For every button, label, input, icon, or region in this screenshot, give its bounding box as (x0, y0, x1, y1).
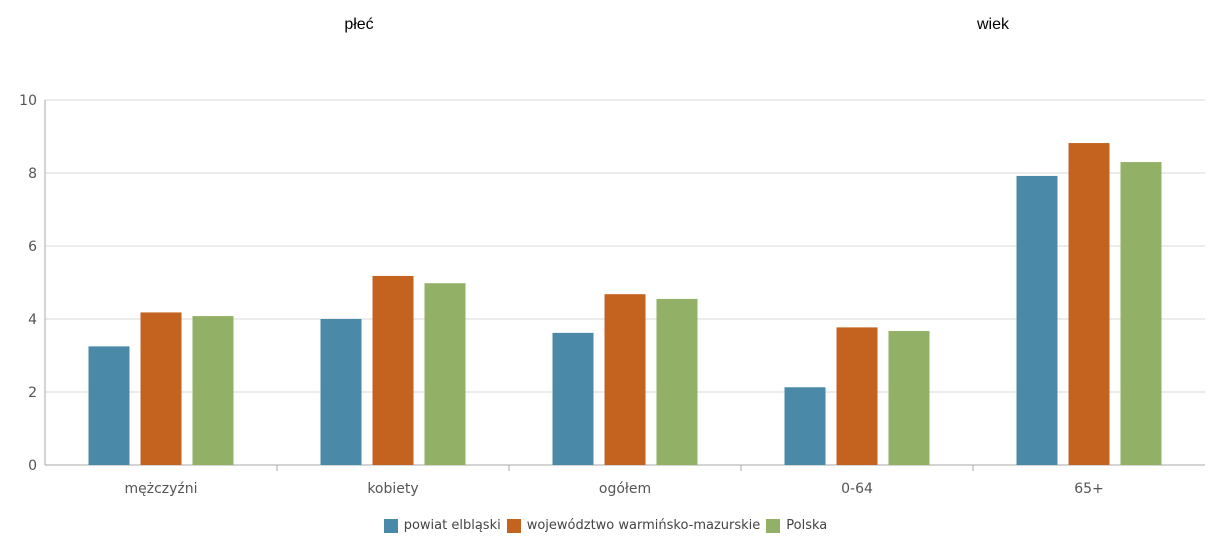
legend-label-wojewodztwo: województwo warmińsko-mazurskie (526, 518, 761, 533)
x-category-label: mężczyźni (124, 481, 197, 497)
bars (88, 143, 1162, 466)
bar[interactable] (88, 346, 130, 465)
bar[interactable] (1016, 175, 1058, 466)
y-tick-label: 10 (19, 93, 37, 109)
bar[interactable] (1068, 143, 1110, 465)
bar-chart: 0 2 4 6 8 10 mężczyźni kobiety ogółem 0-64 65+ (19, 93, 1205, 497)
legend-item-wojewodztwo[interactable]: województwo warmińsko-mazurskie (506, 518, 761, 533)
legend-swatch-wojewodztwo (506, 518, 521, 533)
bar[interactable] (888, 331, 930, 465)
y-tick-label: 8 (28, 166, 37, 182)
bar[interactable] (192, 316, 234, 465)
x-category-label: kobiety (367, 481, 418, 497)
x-category-label: ogółem (599, 481, 651, 497)
bar[interactable] (552, 332, 594, 465)
x-category-label: 65+ (1074, 481, 1104, 497)
bar[interactable] (1120, 162, 1162, 466)
y-tick-label: 0 (28, 458, 37, 474)
bar[interactable] (140, 312, 182, 465)
y-tick-label: 6 (28, 239, 37, 255)
axes: 0 2 4 6 8 10 mężczyźni kobiety ogółem 0-64 65+ (19, 93, 1104, 497)
legend-swatch-polska (766, 518, 781, 533)
y-tick-label: 2 (28, 385, 37, 401)
legend: powiat elbląski województwo warmińsko-ma… (0, 518, 1211, 533)
bar[interactable] (784, 387, 826, 465)
legend-item-polska[interactable]: Polska (766, 518, 827, 533)
legend-item-powiat[interactable]: powiat elbląski (383, 518, 501, 533)
legend-label-polska: Polska (786, 518, 828, 533)
bar[interactable] (656, 298, 698, 465)
bar[interactable] (424, 283, 466, 465)
legend-label-powiat: powiat elbląski (403, 518, 501, 533)
bar[interactable] (604, 294, 646, 465)
bar[interactable] (836, 327, 878, 465)
bar[interactable] (372, 275, 414, 465)
legend-swatch-powiat (383, 518, 398, 533)
group-label-gender: płeć (344, 16, 374, 33)
group-label-age: wiek (976, 16, 1010, 33)
x-category-label: 0-64 (841, 481, 873, 497)
bar[interactable] (320, 319, 362, 465)
y-tick-label: 4 (28, 312, 37, 328)
